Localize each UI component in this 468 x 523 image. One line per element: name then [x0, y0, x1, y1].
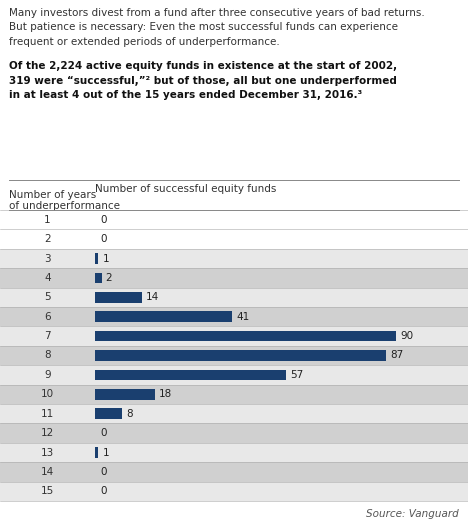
Text: Number of successful equity funds: Number of successful equity funds	[95, 184, 277, 194]
Text: 0: 0	[100, 234, 107, 244]
Text: frequent or extended periods of underperformance.: frequent or extended periods of underper…	[9, 37, 280, 47]
Text: Many investors divest from a fund after three consecutive years of bad returns.: Many investors divest from a fund after …	[9, 8, 425, 18]
Text: 7: 7	[44, 331, 51, 341]
Bar	[95, 272, 102, 283]
Text: 0: 0	[100, 428, 107, 438]
Text: 0: 0	[100, 467, 107, 477]
Text: Of the 2,224 active equity funds in existence at the start of 2002,: Of the 2,224 active equity funds in exis…	[9, 61, 397, 71]
Text: 57: 57	[290, 370, 303, 380]
Text: 3: 3	[44, 254, 51, 264]
Text: 41: 41	[236, 312, 249, 322]
Text: 11: 11	[41, 408, 54, 419]
Bar	[95, 408, 122, 419]
Text: 6: 6	[44, 312, 51, 322]
Text: 2: 2	[106, 273, 112, 283]
Text: 1: 1	[102, 448, 109, 458]
Text: 0: 0	[100, 215, 107, 225]
Text: 12: 12	[41, 428, 54, 438]
Text: 1: 1	[102, 254, 109, 264]
Text: 5: 5	[44, 292, 51, 302]
Text: 87: 87	[390, 350, 403, 360]
Bar	[95, 311, 232, 322]
Text: 90: 90	[400, 331, 413, 341]
Bar	[95, 253, 98, 264]
Text: But patience is necessary: Even the most successful funds can experience: But patience is necessary: Even the most…	[9, 22, 398, 32]
Text: 319 were “successful,”² but of those, all but one underperformed: 319 were “successful,”² but of those, al…	[9, 76, 397, 86]
Text: 15: 15	[41, 486, 54, 496]
Text: 10: 10	[41, 389, 54, 399]
Text: 18: 18	[159, 389, 173, 399]
Text: of underperformance: of underperformance	[9, 201, 120, 211]
Text: 1: 1	[44, 215, 51, 225]
Bar	[95, 350, 386, 361]
Text: 9: 9	[44, 370, 51, 380]
Text: 14: 14	[146, 292, 159, 302]
Text: 0: 0	[100, 486, 107, 496]
Text: 8: 8	[126, 408, 132, 419]
Bar	[95, 389, 155, 400]
Text: 4: 4	[44, 273, 51, 283]
Bar	[95, 370, 285, 380]
Text: 14: 14	[41, 467, 54, 477]
Bar	[95, 331, 396, 342]
Text: Source: Vanguard: Source: Vanguard	[366, 509, 459, 519]
Bar	[95, 447, 98, 458]
Text: 13: 13	[41, 448, 54, 458]
Bar	[95, 292, 142, 303]
Text: Number of years: Number of years	[9, 190, 96, 200]
Text: in at least 4 out of the 15 years ended December 31, 2016.³: in at least 4 out of the 15 years ended …	[9, 90, 363, 100]
Text: 2: 2	[44, 234, 51, 244]
Text: 8: 8	[44, 350, 51, 360]
